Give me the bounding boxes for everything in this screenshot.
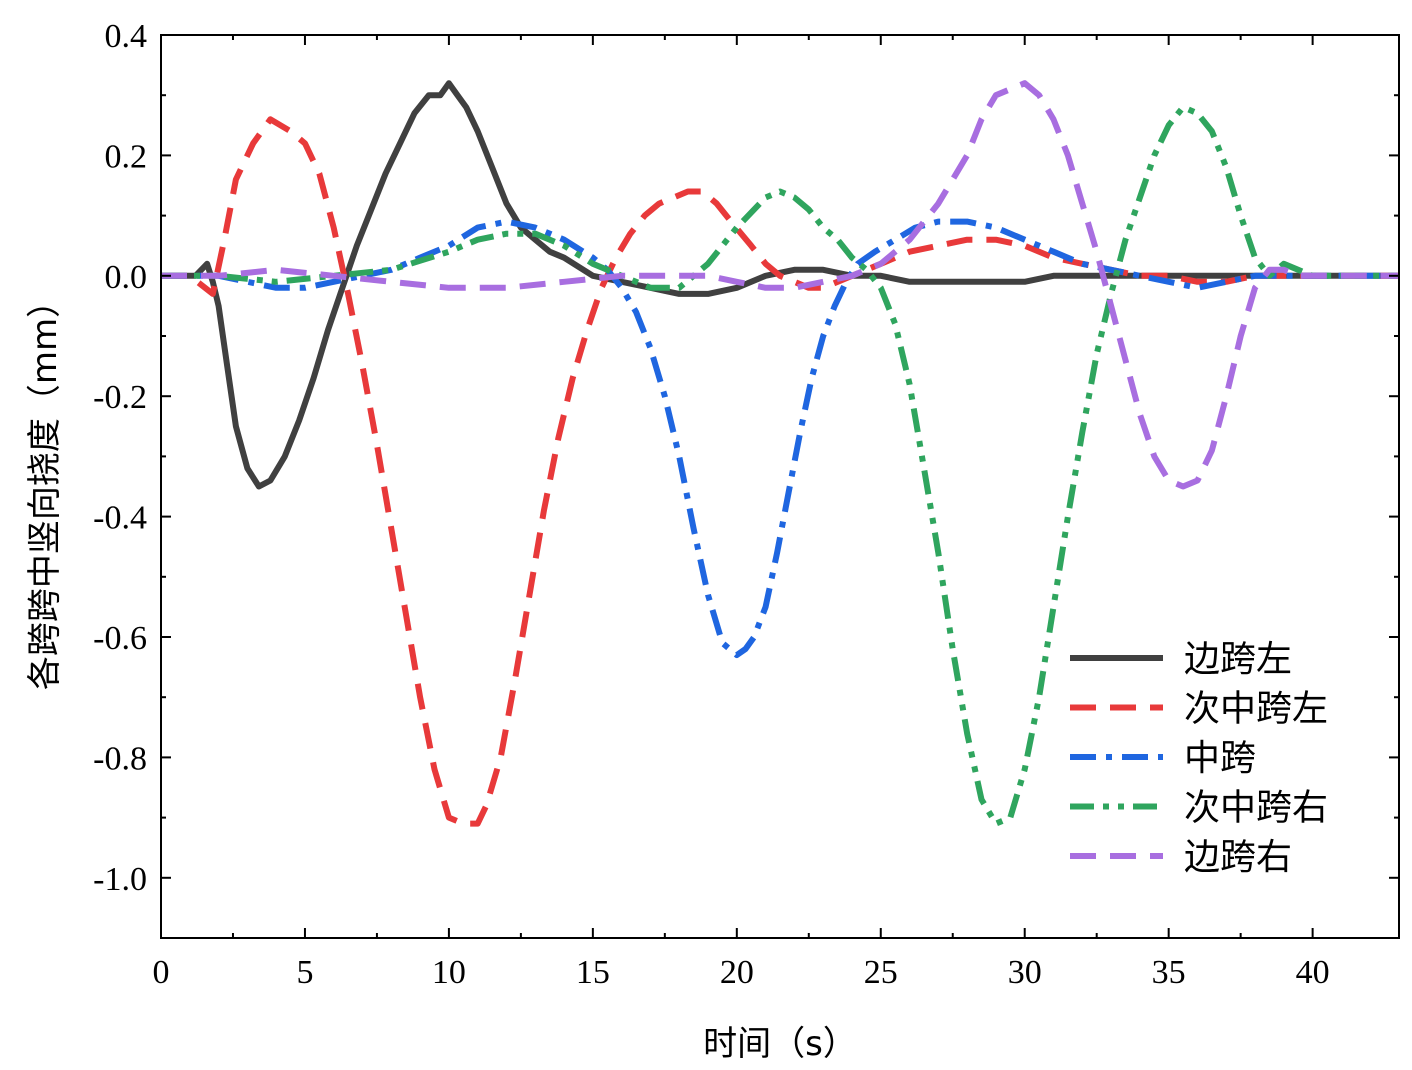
plot-frame: [160, 34, 1400, 939]
legend-label: 次中跨右: [1184, 788, 1328, 829]
y-tick-label: -0.6: [93, 620, 147, 657]
x-tick-label: 35: [1152, 954, 1186, 991]
y-tick-label: -0.8: [93, 740, 147, 777]
y-tick-label: 0.0: [105, 259, 148, 296]
x-axis-title: 时间（s）: [703, 1024, 857, 1064]
y-axis-title: 各跨跨中竖向挠度（mm）: [25, 284, 65, 690]
x-tick-label: 30: [1008, 954, 1042, 991]
legend-label: 中跨: [1184, 738, 1256, 779]
x-tick-label: 20: [720, 954, 754, 991]
series-line-2: [161, 116, 1399, 827]
x-tick-label: 5: [296, 954, 313, 991]
y-tick-label: 0.2: [105, 138, 148, 175]
series-line-4: [161, 104, 1399, 827]
series-line-5: [161, 80, 1399, 490]
y-tick-label: -1.0: [93, 861, 147, 898]
x-tick-label: 10: [432, 954, 466, 991]
y-tick-label: -0.4: [93, 500, 147, 537]
series-layer: [161, 80, 1399, 827]
x-tick-label: 40: [1296, 954, 1330, 991]
tick-layer: 0 5 10 15 20 25 30 35 40 0.4 0.2 0.0 -0.2 -0.4 -0.6 -0.…: [93, 18, 1399, 991]
y-tick-label: 0.4: [105, 18, 148, 55]
x-tick-label: 0: [153, 954, 170, 991]
legend-label: 边跨左: [1184, 639, 1292, 680]
x-tick-label: 15: [576, 954, 610, 991]
series-line-3: [161, 218, 1399, 659]
legend-label: 次中跨左: [1184, 689, 1328, 730]
series-line-1: [161, 80, 1399, 490]
legend-label: 边跨右: [1184, 837, 1292, 878]
y-tick-label: -0.2: [93, 379, 147, 416]
x-tick-label: 25: [864, 954, 898, 991]
